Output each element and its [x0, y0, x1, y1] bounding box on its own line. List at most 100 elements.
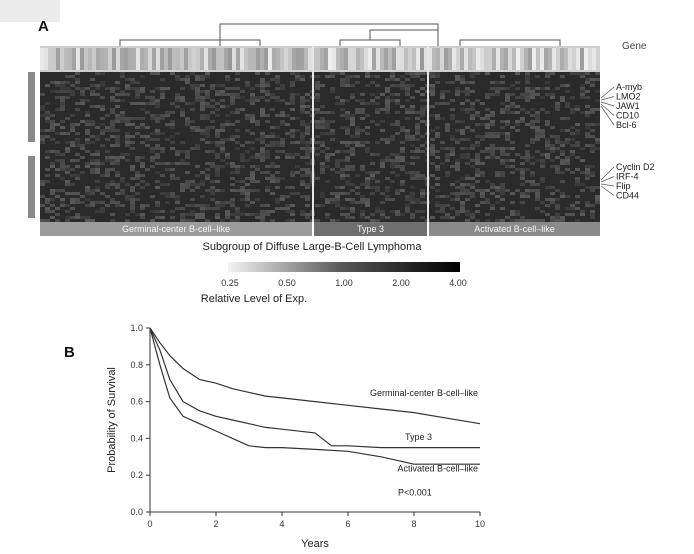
heatmap-cell	[375, 189, 380, 192]
heatmap-cell	[225, 105, 230, 108]
heatmap-cell	[300, 168, 305, 171]
heatmap-cell	[215, 135, 220, 138]
heatmap-cell	[125, 195, 130, 198]
heatmap-cell	[240, 186, 245, 189]
heatmap-cell	[300, 174, 305, 177]
heatmap-cell	[460, 75, 465, 78]
subgroup-title: Subgroup of Diffuse Large-B-Cell Lymphom…	[203, 241, 423, 253]
heatmap-cell	[165, 123, 170, 126]
heatmap-cell	[520, 96, 525, 99]
heatmap-cell	[85, 123, 90, 126]
heatmap-cell	[435, 72, 440, 75]
heatmap-cell	[360, 183, 365, 186]
heatmap-cell	[70, 75, 75, 78]
gene-label: IRF-4	[616, 172, 639, 182]
heatmap-cell	[230, 99, 235, 102]
heatmap-cell	[500, 48, 504, 70]
heatmap-cell	[555, 219, 560, 222]
heatmap-cell	[45, 198, 50, 201]
heatmap-cell	[340, 114, 345, 117]
heatmap-cell	[330, 219, 335, 222]
heatmap-cell	[560, 96, 565, 99]
heatmap-cell	[470, 75, 475, 78]
heatmap-cell	[315, 87, 320, 90]
heatmap-cell	[330, 75, 335, 78]
heatmap-cell	[185, 213, 190, 216]
heatmap-cell	[230, 189, 235, 192]
heatmap-cell	[90, 204, 95, 207]
heatmap-cell	[350, 75, 355, 78]
heatmap-cell	[350, 165, 355, 168]
x-tick-label: 0	[147, 519, 152, 529]
heatmap-cell	[500, 186, 505, 189]
heatmap-cell	[205, 141, 210, 144]
heatmap-cell	[315, 96, 320, 99]
heatmap-cell	[195, 90, 200, 93]
heatmap-cell	[235, 78, 240, 81]
heatmap-cell	[445, 195, 450, 198]
heatmap-cell	[510, 102, 515, 105]
heatmap-cell	[345, 213, 350, 216]
heatmap-cell	[160, 114, 165, 117]
heatmap-cell	[135, 126, 140, 129]
heatmap-cell	[365, 150, 370, 153]
heatmap-cell	[540, 129, 545, 132]
heatmap-cell	[545, 120, 550, 123]
heatmap-cell	[65, 165, 70, 168]
heatmap-cell	[315, 120, 320, 123]
heatmap-cell	[265, 72, 270, 75]
heatmap-cell	[405, 132, 410, 135]
heatmap-cell	[500, 111, 505, 114]
heatmap-cell	[492, 48, 496, 70]
heatmap-cell	[290, 174, 295, 177]
heatmap-cell	[140, 207, 145, 210]
heatmap-cell	[250, 93, 255, 96]
heatmap-cell	[485, 132, 490, 135]
heatmap-cell	[100, 81, 105, 84]
heatmap-cell	[265, 177, 270, 180]
heatmap-cell	[260, 141, 265, 144]
heatmap-cell	[410, 213, 415, 216]
heatmap-cell	[420, 114, 425, 117]
heatmap-cell	[60, 102, 65, 105]
heatmap-cell	[260, 156, 265, 159]
heatmap-cell	[590, 189, 595, 192]
heatmap-cell	[135, 87, 140, 90]
heatmap-cell	[280, 87, 285, 90]
heatmap-cell	[335, 186, 340, 189]
heatmap-cell	[95, 186, 100, 189]
heatmap-cell	[545, 93, 550, 96]
heatmap-cell	[585, 72, 590, 75]
heatmap-cell	[370, 120, 375, 123]
heatmap-cell	[590, 210, 595, 213]
heatmap-cell	[290, 129, 295, 132]
heatmap-cell	[215, 93, 220, 96]
heatmap-cell	[265, 90, 270, 93]
heatmap-cell	[112, 48, 116, 70]
heatmap-cell	[160, 174, 165, 177]
heatmap-cell	[384, 48, 388, 70]
heatmap-cell	[340, 48, 344, 70]
heatmap-cell	[415, 201, 420, 204]
heatmap-cell	[165, 111, 170, 114]
heatmap-cell	[460, 102, 465, 105]
heatmap-cell	[540, 87, 545, 90]
x-tick-label: 4	[279, 519, 284, 529]
heatmap-cell	[205, 93, 210, 96]
heatmap-cell	[220, 147, 225, 150]
heatmap-cell	[590, 135, 595, 138]
heatmap-cell	[105, 183, 110, 186]
heatmap-cell	[200, 84, 205, 87]
heatmap-cell	[255, 123, 260, 126]
heatmap-cell	[100, 84, 105, 87]
heatmap-cell	[335, 195, 340, 198]
heatmap-cell	[305, 93, 310, 96]
heatmap-cell	[270, 96, 275, 99]
heatmap-cell	[455, 213, 460, 216]
heatmap-cell	[70, 168, 75, 171]
heatmap-cell	[505, 105, 510, 108]
heatmap-cell	[380, 93, 385, 96]
heatmap-cell	[205, 114, 210, 117]
heatmap-cell	[185, 204, 190, 207]
